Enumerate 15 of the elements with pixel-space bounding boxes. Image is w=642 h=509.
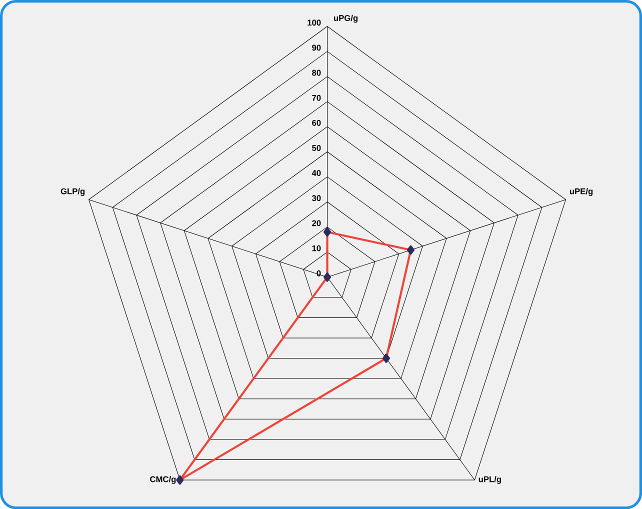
y-tick-label: 20 [312, 220, 321, 226]
y-tick-label: 30 [312, 195, 321, 202]
spoke-label: uPG/g [334, 14, 358, 23]
y-tick-label: 90 [312, 44, 321, 51]
spoke-label: uPE/g [570, 188, 593, 196]
spoke-label: uPL/g [478, 476, 501, 484]
y-tick-label: 80 [312, 70, 321, 76]
y-tick-label: 70 [312, 94, 321, 101]
y-tick-label: 50 [312, 144, 321, 151]
y-tick-label: 60 [312, 120, 321, 126]
y-tick-label: 10 [312, 245, 321, 252]
y-tick-label: 100 [308, 20, 321, 26]
y-tick-label: 40 [312, 170, 321, 176]
spoke-label: GLP/g [60, 188, 85, 196]
spoke-label: CMC/g [150, 476, 176, 484]
